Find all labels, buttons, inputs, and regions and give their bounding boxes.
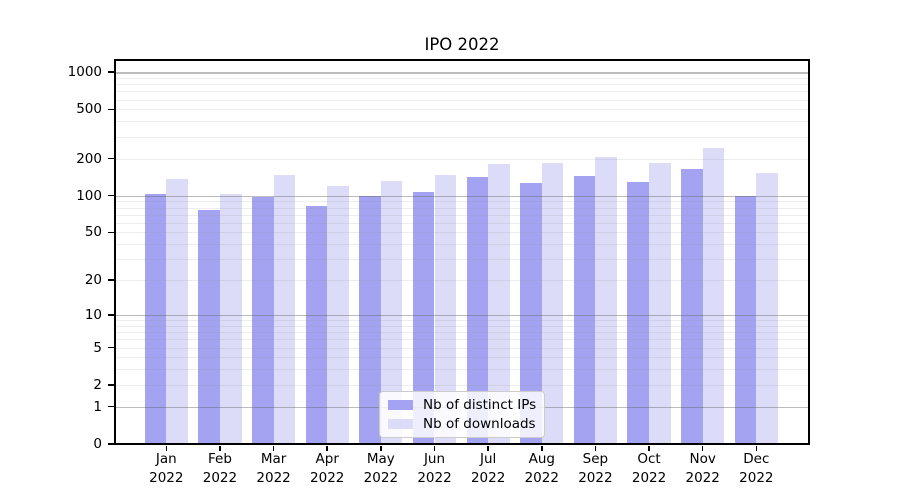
- bar-downloads-dec: [756, 172, 778, 444]
- bar-downloads-aug: [541, 162, 564, 444]
- y-tick-mark-2: [108, 384, 114, 386]
- gridline-minor-500: [115, 109, 809, 111]
- bar-distinct-ips-apr: [305, 205, 328, 444]
- x-tick-mark-dec: [755, 446, 758, 451]
- x-tick-label-sep: Sep 2022: [578, 451, 613, 486]
- x-tick-mark-jan: [165, 446, 168, 451]
- y-tick-mark-5: [108, 346, 114, 349]
- y-tick-label-100: 100: [76, 187, 102, 204]
- legend-entry-downloads: Nb of downloads: [380, 415, 544, 432]
- x-tick-label-aug: Aug 2022: [524, 451, 559, 486]
- bar-distinct-ips-feb: [198, 209, 220, 444]
- x-tick-mark-jun: [433, 446, 436, 451]
- y-tick-label-1000: 1000: [67, 64, 102, 81]
- y-tick-mark-1: [108, 405, 114, 408]
- y-tick-label-10: 10: [84, 306, 102, 323]
- y-tick-mark-1000: [108, 71, 114, 73]
- bar-distinct-ips-jun: [412, 191, 435, 444]
- gridline-minor-900: [115, 77, 809, 79]
- x-tick-label-may: May 2022: [363, 451, 399, 486]
- x-tick-mark-jul: [487, 446, 489, 451]
- bar-distinct-ips-jan: [144, 193, 167, 444]
- x-tick-label-feb: Feb 2022: [202, 451, 238, 486]
- y-tick-label-50: 50: [84, 224, 102, 241]
- plot-border-right: [808, 59, 810, 445]
- x-tick-mark-sep: [594, 446, 597, 451]
- bar-distinct-ips-nov: [681, 168, 703, 444]
- bar-distinct-ips-sep: [573, 175, 596, 444]
- x-axis-line: [114, 443, 810, 445]
- gridline-minor-700: [115, 91, 809, 93]
- x-tick-label-jan: Jan 2022: [149, 451, 184, 486]
- x-tick-mark-nov: [701, 446, 704, 451]
- bar-downloads-may: [380, 181, 403, 444]
- bar-downloads-nov: [702, 147, 725, 444]
- plot-border-top: [114, 59, 810, 61]
- x-tick-label-oct: Oct 2022: [631, 451, 667, 486]
- legend-entry-distinct-ips: Nb of distinct IPs: [380, 396, 544, 413]
- gridline-minor-800: [115, 84, 809, 86]
- x-tick-mark-may: [380, 446, 382, 451]
- chart-title: IPO 2022: [424, 35, 500, 54]
- y-tick-mark-100: [108, 194, 114, 197]
- legend: Nb of distinct IPs Nb of downloads: [379, 391, 545, 438]
- x-tick-mark-oct: [648, 446, 650, 451]
- y-tick-label-5: 5: [93, 339, 102, 356]
- bar-downloads-mar: [273, 175, 296, 444]
- plot-area: [114, 59, 810, 445]
- y-tick-mark-10: [108, 314, 114, 316]
- gridline-major-1000: [115, 72, 809, 74]
- y-tick-label-200: 200: [76, 150, 102, 167]
- y-tick-mark-20: [108, 279, 114, 281]
- bar-downloads-oct: [649, 162, 671, 444]
- bar-distinct-ips-jul: [466, 176, 489, 444]
- x-tick-label-nov: Nov 2022: [685, 451, 720, 486]
- y-tick-mark-0: [108, 443, 114, 445]
- bar-distinct-ips-mar: [251, 197, 274, 444]
- x-tick-label-apr: Apr 2022: [310, 451, 345, 486]
- legend-swatch-distinct-ips: [388, 399, 413, 411]
- x-tick-label-dec: Dec 2022: [739, 451, 774, 486]
- x-tick-mark-apr: [326, 446, 328, 451]
- y-tick-label-500: 500: [76, 101, 102, 118]
- legend-label-downloads: Nb of downloads: [423, 415, 536, 432]
- bar-downloads-sep: [595, 156, 617, 444]
- x-tick-label-jul: Jul 2022: [470, 451, 506, 486]
- gridline-minor-300: [115, 136, 809, 138]
- bar-distinct-ips-may: [359, 196, 381, 444]
- gridline-minor-400: [115, 121, 809, 123]
- bar-downloads-jan: [166, 179, 188, 444]
- legend-label-distinct-ips: Nb of distinct IPs: [423, 396, 537, 413]
- y-tick-label-20: 20: [84, 272, 102, 289]
- y-tick-mark-200: [108, 157, 114, 160]
- gridline-minor-600: [115, 99, 809, 101]
- bar-downloads-apr: [327, 185, 349, 444]
- y-tick-label-1: 1: [93, 398, 102, 415]
- y-axis-line: [114, 59, 116, 445]
- bar-downloads-feb: [219, 194, 242, 444]
- x-tick-label-jun: Jun 2022: [417, 451, 452, 486]
- bar-downloads-jul: [488, 164, 510, 444]
- x-tick-mark-mar: [272, 446, 275, 451]
- y-tick-label-0: 0: [93, 436, 102, 452]
- legend-swatch-downloads: [388, 418, 413, 430]
- bar-downloads-jun: [434, 174, 457, 444]
- x-tick-mark-feb: [219, 446, 221, 451]
- y-tick-label-2: 2: [93, 376, 102, 393]
- y-tick-mark-500: [108, 108, 114, 111]
- bar-distinct-ips-dec: [734, 196, 757, 444]
- y-tick-mark-50: [108, 231, 114, 234]
- x-tick-mark-aug: [541, 446, 543, 451]
- bar-distinct-ips-oct: [627, 181, 650, 444]
- x-tick-label-mar: Mar 2022: [256, 451, 291, 486]
- bar-distinct-ips-aug: [520, 183, 542, 444]
